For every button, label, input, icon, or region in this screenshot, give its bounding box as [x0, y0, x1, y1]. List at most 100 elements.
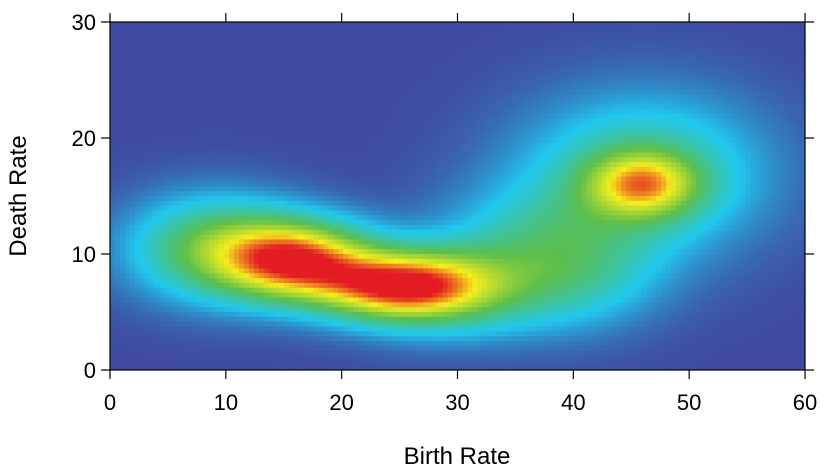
heatmap-cell — [114, 191, 121, 197]
heatmap-cell — [388, 176, 394, 183]
heatmap-cell — [556, 65, 563, 71]
heatmap-cell — [258, 31, 265, 38]
heatmap-cell — [646, 60, 652, 67]
heatmap-cell — [124, 167, 131, 173]
heatmap-cell — [263, 123, 270, 129]
heatmap-cell — [477, 26, 483, 33]
heatmap-cell — [611, 55, 617, 62]
heatmap-cell — [407, 133, 414, 139]
heatmap-cell — [333, 118, 339, 125]
heatmap-cell — [730, 41, 737, 47]
heatmap-cell — [656, 147, 662, 154]
heatmap-cell — [656, 138, 662, 144]
heatmap-cell — [656, 80, 662, 86]
heatmap-cell — [715, 51, 722, 57]
heatmap-cell — [268, 181, 275, 187]
heatmap-cell — [730, 51, 737, 57]
heatmap-cell — [258, 99, 265, 105]
heatmap-cell — [755, 181, 761, 187]
heatmap-cell — [159, 167, 166, 173]
heatmap-cell — [586, 89, 593, 96]
heatmap-cell — [616, 80, 622, 86]
heatmap-cell — [626, 89, 632, 96]
heatmap-cell — [154, 176, 161, 183]
heatmap-cell — [656, 75, 662, 81]
heatmap-cell — [119, 171, 126, 178]
heatmap-cell — [467, 46, 473, 52]
heatmap-cell — [760, 176, 766, 183]
heatmap-cell — [512, 138, 518, 144]
heatmap-cell — [596, 138, 603, 144]
heatmap-cell — [313, 99, 320, 105]
heatmap-cell — [482, 36, 488, 42]
heatmap-cell — [616, 171, 622, 178]
heatmap-cell — [497, 99, 503, 105]
heatmap-cell — [179, 113, 186, 120]
heatmap-cell — [775, 51, 781, 57]
heatmap-cell — [144, 118, 151, 125]
heatmap-cell — [621, 123, 627, 129]
heatmap-cell — [715, 167, 722, 173]
heatmap-cell — [641, 118, 647, 125]
heatmap-cell — [239, 46, 245, 52]
heatmap-cell — [735, 22, 742, 28]
heatmap-cell — [447, 36, 454, 42]
heatmap-cell — [343, 55, 349, 62]
heatmap-cell — [303, 31, 310, 38]
heatmap-cell — [502, 36, 508, 42]
heatmap-cell — [591, 167, 598, 173]
heatmap-cell — [770, 128, 776, 134]
heatmap-cell — [566, 118, 573, 125]
heatmap-cell — [666, 176, 672, 183]
heatmap-cell — [601, 65, 608, 71]
heatmap-cell — [110, 167, 116, 173]
heatmap-cell — [700, 123, 707, 129]
heatmap-cell — [522, 128, 528, 134]
heatmap-cell — [298, 157, 305, 163]
heatmap-cell — [755, 75, 761, 81]
heatmap-cell — [755, 31, 761, 38]
heatmap-cell — [214, 36, 220, 42]
heatmap-cell — [358, 65, 364, 71]
heatmap-cell — [760, 181, 766, 187]
heatmap-cell — [368, 167, 374, 173]
heatmap-cell — [432, 70, 439, 76]
heatmap-cell — [452, 162, 459, 168]
heatmap-cell — [442, 147, 449, 154]
heatmap-cell — [666, 157, 672, 163]
heatmap-cell — [134, 99, 141, 105]
heatmap-cell — [611, 70, 617, 76]
heatmap-cell — [268, 70, 275, 76]
heatmap-cell — [368, 26, 374, 33]
heatmap-cell — [636, 104, 642, 110]
heatmap-cell — [417, 55, 424, 62]
heatmap-cell — [452, 147, 459, 154]
heatmap-cell — [675, 89, 682, 96]
heatmap-cell — [695, 186, 702, 192]
heatmap-cell — [432, 128, 439, 134]
heatmap-cell — [472, 118, 478, 125]
heatmap-cell — [119, 138, 126, 144]
heatmap-cell — [442, 70, 449, 76]
heatmap-cell — [546, 152, 553, 158]
heatmap-cell — [591, 181, 598, 187]
heatmap-cell — [199, 138, 205, 144]
heatmap-cell — [497, 186, 503, 192]
heatmap-cell — [407, 118, 414, 125]
heatmap-cell — [492, 22, 498, 28]
heatmap-cell — [258, 109, 265, 115]
heatmap-cell — [328, 60, 334, 67]
heatmap-cell — [502, 123, 508, 129]
heatmap-cell — [184, 157, 191, 163]
heatmap-cell — [164, 31, 171, 38]
heatmap-cell — [119, 152, 126, 158]
heatmap-cell — [591, 123, 598, 129]
heatmap-cell — [705, 80, 712, 86]
heatmap-cell — [651, 128, 657, 134]
heatmap-cell — [795, 80, 801, 86]
heatmap-cell — [531, 89, 538, 96]
heatmap-cell — [800, 142, 805, 149]
heatmap-cell — [199, 99, 205, 105]
heatmap-cell — [571, 41, 578, 47]
heatmap-cell — [298, 171, 305, 178]
